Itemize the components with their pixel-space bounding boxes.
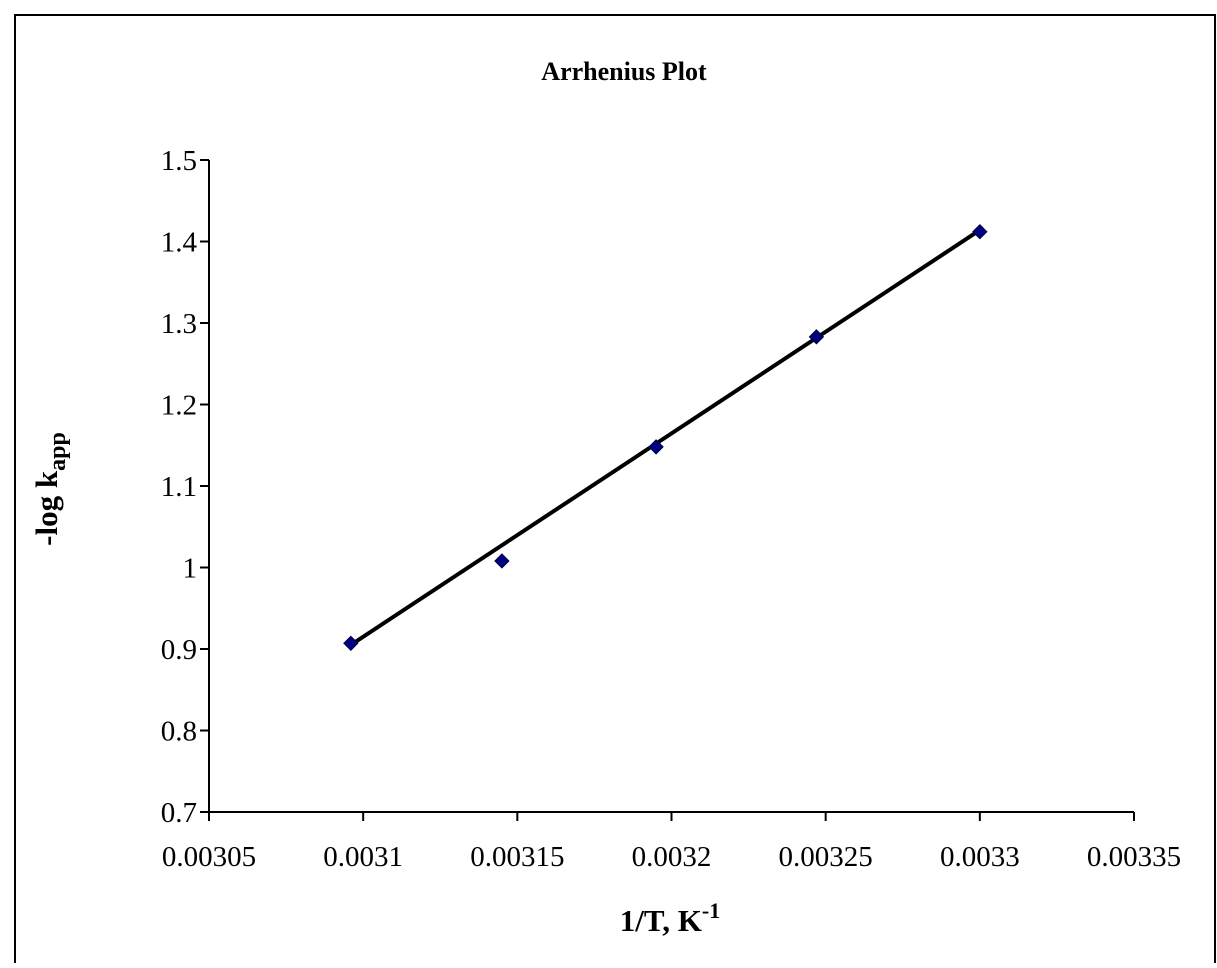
x-tick-label: 0.00335 — [1087, 841, 1181, 873]
chart-border — [14, 14, 1216, 968]
y-tick-label: 1 — [183, 553, 198, 585]
x-axis-label: 1/T, K-1 — [620, 898, 720, 938]
x-axis-label-superscript: -1 — [702, 898, 720, 923]
y-tick-label: 1.4 — [161, 227, 198, 259]
axes — [200, 159, 1135, 821]
x-tick-label: 0.0031 — [323, 841, 403, 873]
x-tick-label: 0.0032 — [632, 841, 712, 873]
x-tick-label: 0.00305 — [162, 841, 256, 873]
y-tick-label: 1.3 — [161, 308, 197, 340]
y-tick-label: 1.5 — [161, 145, 197, 177]
y-tick-label: 0.7 — [161, 797, 197, 829]
tick-labels: 0.7 0.8 0.9 1 1.1 1.2 1.3 1.4 1.5 0.00305 0.0031 0.… — [161, 145, 1181, 873]
data-point — [343, 635, 359, 652]
data-point — [494, 553, 510, 569]
y-axis-label-subscript: app — [45, 432, 71, 471]
trendline — [349, 228, 981, 647]
chart-title: Arrhenius Plot — [541, 57, 707, 86]
x-tick-label: 0.00325 — [779, 841, 873, 873]
data-point — [648, 439, 664, 455]
y-axis-label-main: -log k — [29, 470, 64, 546]
x-axis-label-main: 1/T, K — [620, 903, 702, 938]
y-tick-label: 0.9 — [161, 634, 197, 666]
x-tick-label: 0.00315 — [470, 841, 564, 873]
data-point — [808, 329, 825, 345]
y-tick-label: 0.8 — [161, 716, 197, 748]
x-tick-label: 0.0033 — [940, 841, 1020, 873]
y-axis-label: -log kapp — [29, 432, 71, 546]
y-tick-label: 1.1 — [161, 471, 197, 503]
trendline-group — [349, 228, 981, 647]
data-points — [343, 224, 988, 652]
data-point — [972, 224, 988, 240]
y-tick-label: 1.2 — [161, 390, 197, 422]
